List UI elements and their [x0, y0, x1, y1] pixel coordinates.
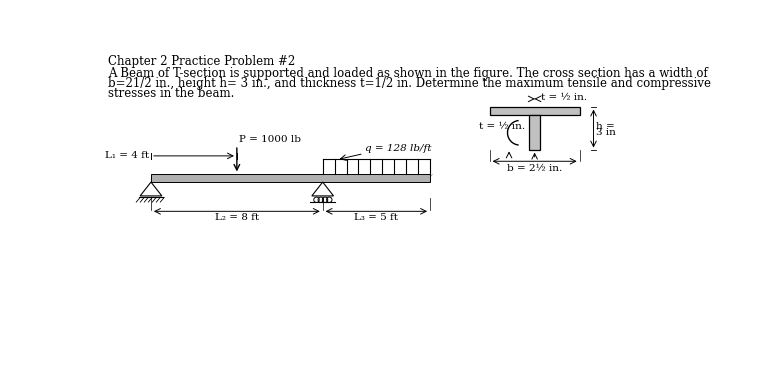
- Text: b = 2½ in.: b = 2½ in.: [507, 164, 562, 172]
- Text: A Beam of T-section is supported and loaded as shown in the figure. The cross se: A Beam of T-section is supported and loa…: [108, 66, 708, 80]
- Text: q = 128 lb/ft: q = 128 lb/ft: [365, 144, 432, 153]
- Polygon shape: [140, 182, 162, 196]
- Text: 3 in: 3 in: [596, 128, 616, 137]
- Polygon shape: [490, 106, 580, 115]
- Text: P = 1000 lb: P = 1000 lb: [239, 135, 301, 144]
- Text: L₂ = 8 ft: L₂ = 8 ft: [214, 213, 259, 222]
- Text: stresses in the beam.: stresses in the beam.: [108, 87, 235, 100]
- Polygon shape: [312, 182, 334, 196]
- Text: L₃ = 5 ft: L₃ = 5 ft: [354, 213, 399, 222]
- Text: Chapter 2 Practice Problem #2: Chapter 2 Practice Problem #2: [108, 55, 296, 68]
- Text: t = ½ in.: t = ½ in.: [479, 122, 526, 131]
- Polygon shape: [529, 115, 540, 150]
- Polygon shape: [151, 174, 430, 182]
- Text: b=21/2 in., height h= 3 in., and thickness t=1/2 in. Determine the maximum tensi: b=21/2 in., height h= 3 in., and thickne…: [108, 76, 711, 90]
- Text: h =: h =: [596, 122, 615, 131]
- Text: L₁ = 4 ft: L₁ = 4 ft: [104, 152, 149, 160]
- Text: t = ½ in.: t = ½ in.: [541, 93, 587, 102]
